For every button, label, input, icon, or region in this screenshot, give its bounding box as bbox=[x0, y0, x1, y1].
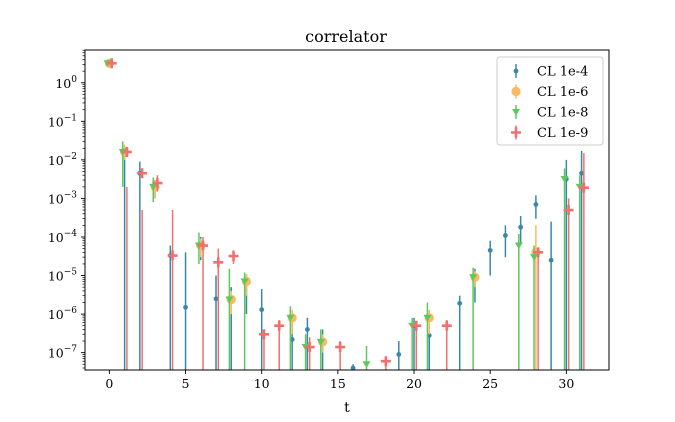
x-tick-label: 5 bbox=[182, 376, 190, 391]
data-point bbox=[396, 352, 402, 357]
x-tick-label: 30 bbox=[558, 376, 574, 391]
y-tick-label: 10−6 bbox=[48, 306, 77, 322]
data-point bbox=[469, 274, 478, 281]
data-point bbox=[350, 365, 356, 371]
y-tick-label: 10−7 bbox=[48, 345, 77, 361]
data-point bbox=[259, 307, 265, 313]
y-tick-label: 10−1 bbox=[48, 113, 77, 129]
data-point bbox=[457, 300, 463, 306]
data-point bbox=[514, 242, 523, 250]
data-point bbox=[304, 327, 310, 332]
data-point bbox=[563, 205, 574, 216]
data-point bbox=[380, 356, 391, 367]
data-point bbox=[213, 296, 219, 302]
x-tick-label: 20 bbox=[406, 376, 422, 391]
data-point bbox=[533, 247, 544, 258]
y-tick-label: 10−2 bbox=[48, 152, 77, 168]
x-axis-label: t bbox=[344, 400, 350, 416]
data-point bbox=[137, 168, 148, 179]
legend-marker bbox=[511, 127, 521, 138]
legend-frame bbox=[496, 56, 604, 146]
data-point bbox=[335, 342, 346, 353]
data-point bbox=[441, 320, 452, 331]
data-point bbox=[316, 338, 325, 346]
legend-marker bbox=[513, 68, 519, 74]
legend-marker bbox=[511, 86, 521, 97]
y-tick-label: 10−4 bbox=[48, 229, 77, 245]
data-point bbox=[518, 224, 524, 230]
data-point bbox=[423, 314, 432, 322]
x-axis: 0 5 10 15 20 25 30 bbox=[105, 370, 574, 391]
legend-marker bbox=[512, 109, 520, 116]
plot-area bbox=[103, 58, 589, 371]
data-point bbox=[167, 250, 178, 261]
legend-entry: CL 1e-8 bbox=[512, 105, 588, 121]
data-point bbox=[149, 183, 158, 191]
x-tick-label: 15 bbox=[330, 376, 346, 391]
legend-label: CL 1e-8 bbox=[537, 106, 588, 121]
legend-label: CL 1e-6 bbox=[537, 85, 588, 100]
y-axis: 100 10−1 10−2 10−3 10−4 10−5 10−6 10−7 bbox=[48, 49, 85, 369]
data-point bbox=[362, 361, 371, 368]
data-point bbox=[213, 257, 224, 268]
legend-entry: CL 1e-6 bbox=[511, 84, 588, 100]
series-cl-1e-9 bbox=[106, 58, 589, 370]
data-point bbox=[258, 329, 269, 340]
y-tick-label: 10−5 bbox=[48, 268, 77, 284]
data-point bbox=[578, 182, 589, 193]
data-point bbox=[121, 147, 132, 158]
data-point bbox=[240, 278, 249, 286]
data-point bbox=[503, 232, 508, 238]
data-point bbox=[533, 202, 539, 207]
data-point bbox=[579, 170, 584, 176]
data-point bbox=[286, 314, 295, 322]
data-point bbox=[225, 296, 234, 304]
data-point bbox=[530, 254, 539, 261]
y-tick-label: 10−3 bbox=[48, 190, 77, 206]
legend-entry: CL 1e-4 bbox=[513, 64, 588, 80]
data-point bbox=[183, 304, 188, 310]
data-point bbox=[560, 175, 569, 183]
chart-title: correlator bbox=[305, 27, 387, 46]
data-point bbox=[228, 251, 239, 262]
legend-entry: CL 1e-9 bbox=[511, 125, 588, 141]
x-tick-label: 25 bbox=[482, 376, 498, 391]
data-point bbox=[548, 257, 554, 263]
data-point bbox=[198, 240, 209, 251]
y-tick-label: 100 bbox=[55, 75, 77, 91]
data-point bbox=[487, 247, 493, 253]
x-tick-label: 10 bbox=[254, 376, 270, 391]
x-tick-label: 0 bbox=[105, 376, 113, 391]
data-point bbox=[152, 178, 163, 189]
legend-label: CL 1e-9 bbox=[537, 126, 588, 141]
legend-label: CL 1e-4 bbox=[537, 65, 588, 80]
data-point bbox=[106, 58, 117, 69]
data-point bbox=[411, 320, 422, 331]
data-point bbox=[274, 320, 285, 331]
data-point bbox=[304, 342, 315, 353]
legend: CL 1e-4 CL 1e-6 CL 1e-8 CL 1e-9 bbox=[496, 56, 604, 146]
